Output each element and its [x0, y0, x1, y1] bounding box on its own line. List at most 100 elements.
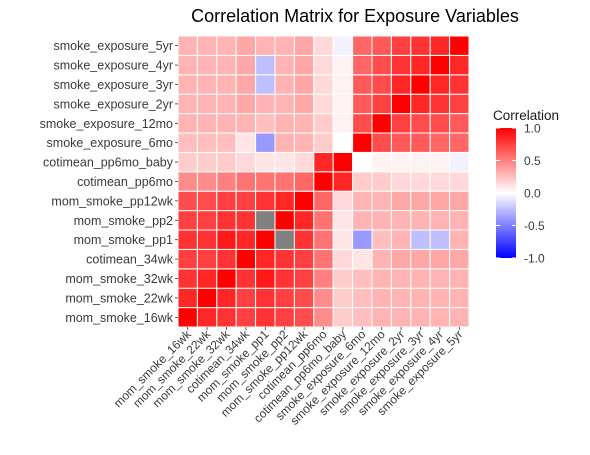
- y-tick-label: cotimean_34wk: [86, 253, 174, 267]
- heatmap-cell: [371, 229, 392, 250]
- heatmap-cell: [177, 190, 198, 212]
- heatmap-cell: [216, 287, 237, 309]
- heatmap-cell: [196, 35, 218, 56]
- heatmap-cell: [352, 229, 373, 250]
- heatmap-cell: [274, 210, 295, 231]
- heatmap-cell: [449, 93, 470, 115]
- heatmap-cell: [313, 268, 334, 289]
- heatmap-cell: [274, 171, 295, 192]
- heatmap-cell: [429, 74, 451, 95]
- heatmap-cell: [196, 229, 218, 250]
- heatmap-cell: [255, 93, 276, 115]
- heatmap-cell: [274, 190, 295, 212]
- legend-tick-label: -0.5: [524, 219, 545, 233]
- heatmap-cell: [293, 74, 315, 95]
- heatmap-cell: [293, 268, 315, 289]
- heatmap-cell: [352, 307, 373, 328]
- legend-tick-label: 1.0: [524, 122, 541, 136]
- heatmap-cell: [177, 248, 198, 270]
- y-tick-label: smoke_exposure_3yr: [53, 78, 173, 92]
- heatmap-cell: [352, 248, 373, 270]
- heatmap-cell: [274, 93, 295, 115]
- heatmap-cell: [410, 132, 431, 153]
- heatmap-cell: [429, 35, 451, 56]
- heatmap-cell: [196, 74, 218, 95]
- heatmap-cell: [216, 54, 237, 76]
- heatmap-cell: [449, 210, 470, 231]
- heatmap-cell: [410, 151, 431, 173]
- heatmap-cell: [177, 93, 198, 115]
- heatmap-cell: [410, 229, 431, 250]
- heatmap-cell: [196, 113, 218, 134]
- heatmap-cell: [255, 190, 276, 212]
- heatmap-cell: [216, 268, 237, 289]
- heatmap-cell: [313, 210, 334, 231]
- heatmap-cell: [196, 132, 218, 153]
- heatmap-cell: [235, 113, 257, 134]
- heatmap-cell: [313, 248, 334, 270]
- heatmap-cell: [449, 35, 470, 56]
- heatmap-cell: [410, 93, 431, 115]
- heatmap-cell: [255, 210, 276, 231]
- heatmap-cell: [371, 210, 392, 231]
- heatmap-cell: [235, 268, 257, 289]
- heatmap-cell: [293, 113, 315, 134]
- heatmap-cell: [449, 248, 470, 270]
- heatmap-cell: [177, 171, 198, 192]
- heatmap-cell: [293, 171, 315, 192]
- heatmap-cell: [352, 74, 373, 95]
- heatmap-cell: [313, 74, 334, 95]
- heatmap-cell: [429, 248, 451, 270]
- y-tick-label: cotimean_pp6mo_baby: [43, 156, 174, 170]
- heatmap-cell: [429, 210, 451, 231]
- heatmap-cell: [216, 210, 237, 231]
- y-axis-tick-labels: mom_smoke_16wk mom_smoke_22wk mom_smoke_32…: [40, 39, 178, 325]
- heatmap-cell: [255, 229, 276, 250]
- heatmap-cell: [352, 113, 373, 134]
- heatmap-cell: [332, 54, 354, 76]
- heatmap-cell: [293, 248, 315, 270]
- heatmap-cell: [255, 171, 276, 192]
- heatmap-cell: [255, 74, 276, 95]
- heatmap-cell: [449, 171, 470, 192]
- heatmap-cell: [313, 151, 334, 173]
- heatmap-cell: [371, 35, 392, 56]
- heatmap-cell: [293, 190, 315, 212]
- heatmap-cell: [255, 35, 276, 56]
- heatmap-cell: [410, 268, 431, 289]
- heatmap-cell: [332, 287, 354, 309]
- heatmap-cell: [235, 54, 257, 76]
- heatmap-cell: [352, 210, 373, 231]
- heatmap-cell: [235, 287, 257, 309]
- heatmap-cell: [449, 74, 470, 95]
- heatmap-cell: [332, 151, 354, 173]
- heatmap-cell: [390, 74, 412, 95]
- heatmap-cell: [313, 54, 334, 76]
- heatmap-cell: [274, 54, 295, 76]
- heatmap-cell: [371, 74, 392, 95]
- heatmap-cell: [255, 248, 276, 270]
- heatmap-cell: [352, 151, 373, 173]
- heatmap-cell: [313, 113, 334, 134]
- y-tick-label: mom_smoke_pp12wk: [51, 194, 173, 208]
- heatmap-cell: [352, 54, 373, 76]
- heatmap-cell: [371, 132, 392, 153]
- heatmap-cell: [332, 113, 354, 134]
- heatmap-cell: [332, 35, 354, 56]
- heatmap-cell: [429, 151, 451, 173]
- heatmap-cell: [429, 287, 451, 309]
- heatmap-cell: [177, 268, 198, 289]
- heatmap-cell: [216, 132, 237, 153]
- heatmap-cell: [216, 190, 237, 212]
- heatmap-cell: [216, 93, 237, 115]
- x-axis-tick-labels: mom_smoke_16wkmom_smoke_22wkmom_smoke_32…: [111, 327, 466, 428]
- heatmap-cell: [390, 210, 412, 231]
- heatmap-cell: [410, 113, 431, 134]
- heatmap-cell: [293, 93, 315, 115]
- heatmap-cell: [196, 287, 218, 309]
- heatmap-cell: [293, 307, 315, 328]
- heatmap-cell: [410, 307, 431, 328]
- y-tick-label: smoke_exposure_6mo: [47, 136, 174, 150]
- heatmap-cell: [371, 248, 392, 270]
- heatmap-cell: [235, 35, 257, 56]
